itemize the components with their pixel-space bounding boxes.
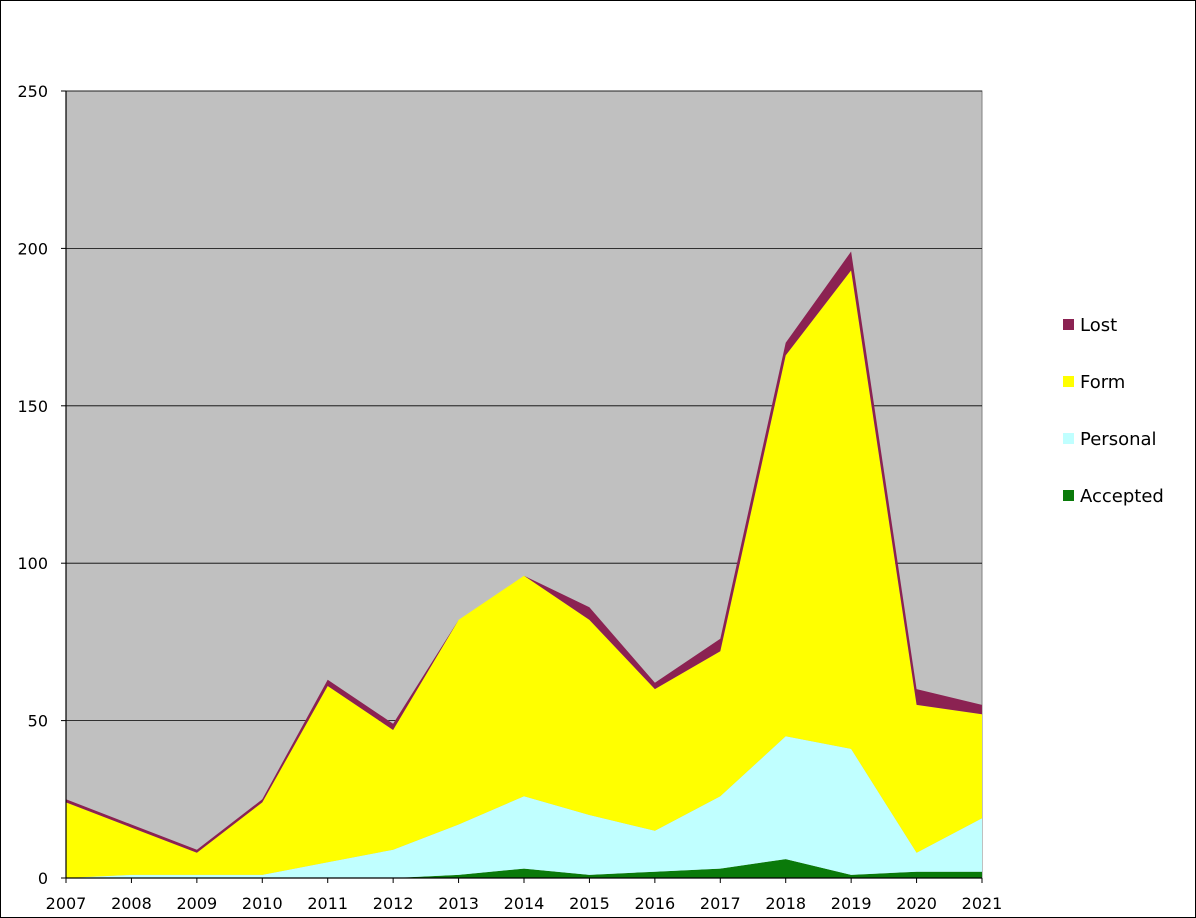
legend-swatch-lost	[1063, 319, 1074, 330]
y-tick-label: 200	[17, 239, 48, 258]
y-tick-label: 0	[38, 869, 48, 888]
y-tick-label: 250	[17, 82, 48, 101]
legend-swatch-accepted	[1063, 490, 1074, 501]
x-tick-label: 2015	[569, 894, 610, 913]
x-tick-label: 2018	[765, 894, 806, 913]
y-axis-ticks: 0 50 100 150 200 250	[17, 82, 66, 888]
x-tick-label: 2009	[176, 894, 217, 913]
gridlines	[66, 90, 982, 721]
legend-label-accepted: Accepted	[1080, 486, 1164, 507]
legend-label-personal: Personal	[1080, 429, 1157, 450]
legend-label-form: Form	[1080, 372, 1125, 393]
x-axis-ticks: 2007 2008 2009 2010 2011 2012 2013 2014 2015 2016…	[46, 878, 1003, 913]
x-tick-label: 2019	[831, 894, 872, 913]
x-tick-label: 2013	[438, 894, 479, 913]
y-tick-label: 100	[17, 554, 48, 573]
series-areas	[66, 251, 982, 878]
x-tick-label: 2016	[634, 894, 675, 913]
legend-label-lost: Lost	[1080, 315, 1117, 336]
x-tick-label: 2012	[373, 894, 414, 913]
area-form	[66, 270, 982, 878]
x-tick-label: 2011	[307, 894, 348, 913]
x-tick-label: 2020	[896, 894, 937, 913]
y-tick-label: 150	[17, 397, 48, 416]
x-tick-label: 2007	[46, 894, 87, 913]
x-tick-label: 2017	[700, 894, 741, 913]
legend: Lost Form Personal Accepted	[1063, 315, 1164, 507]
area-personal	[66, 736, 982, 878]
legend-swatch-personal	[1063, 433, 1074, 444]
x-tick-label: 2014	[504, 894, 545, 913]
y-tick-label: 50	[28, 712, 48, 731]
x-tick-label: 2008	[111, 894, 152, 913]
x-tick-label: 2021	[962, 894, 1003, 913]
x-tick-label: 2010	[242, 894, 283, 913]
legend-swatch-form	[1063, 376, 1074, 387]
area-accepted	[66, 859, 982, 878]
